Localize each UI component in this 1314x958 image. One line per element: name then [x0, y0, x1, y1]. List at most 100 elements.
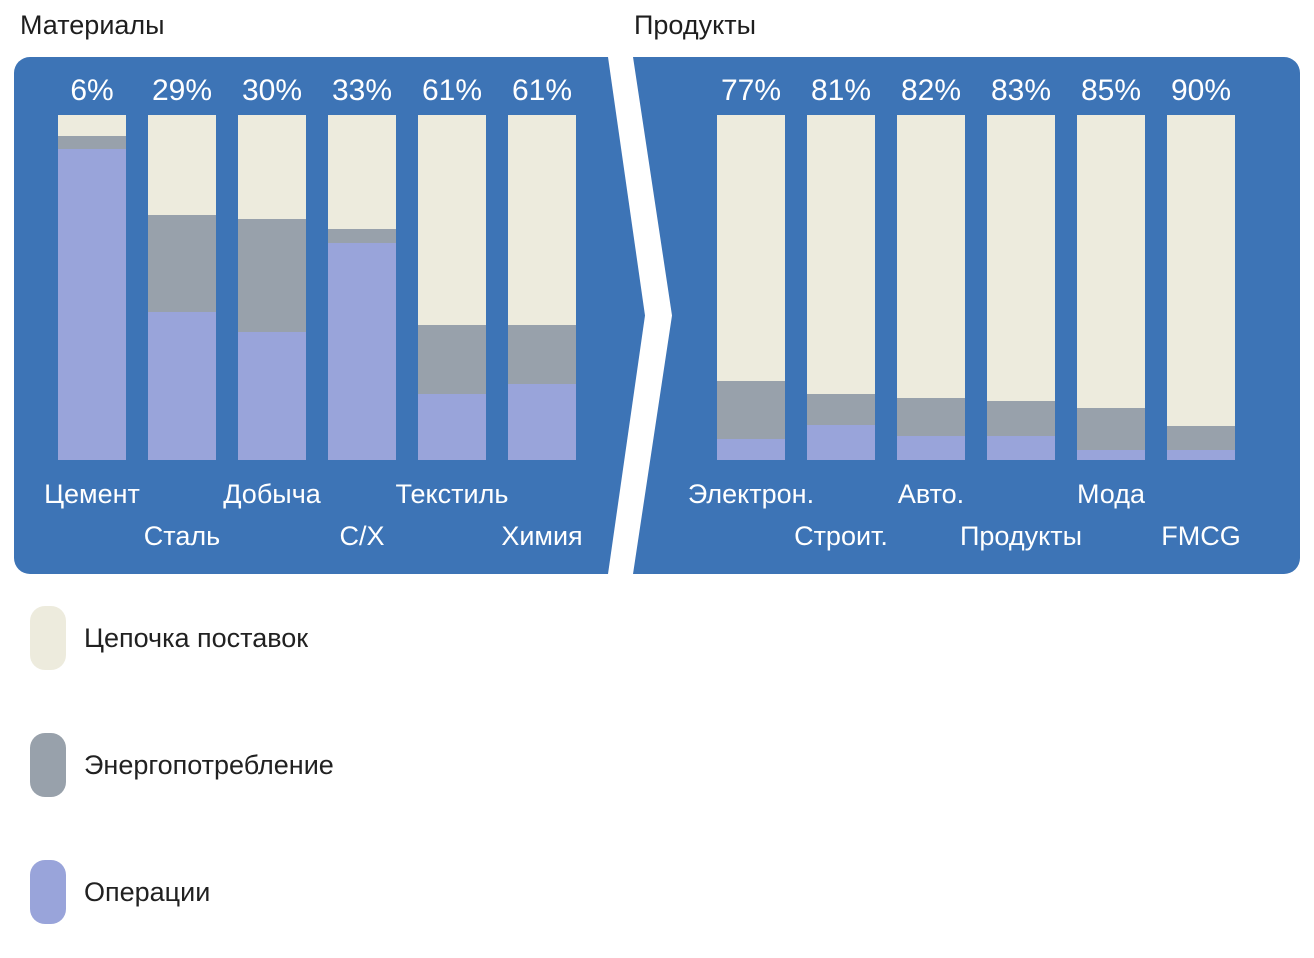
- legend-item: Цепочка поставок: [30, 606, 334, 670]
- bar-segment-supply-chain: [717, 115, 785, 381]
- bar-category-label: Добыча: [223, 479, 321, 509]
- stacked-bar: [987, 115, 1055, 460]
- stacked-bar: [807, 115, 875, 460]
- bar-column: 33%: [328, 70, 396, 460]
- bar-segment-operations: [897, 435, 965, 460]
- legend-item: Энергопотребление: [30, 733, 334, 797]
- bar-segment-operations: [58, 149, 126, 460]
- bar-segment-supply-chain: [328, 115, 396, 229]
- bar-segment-energy: [148, 215, 216, 312]
- stacked-bar: [1167, 115, 1235, 460]
- stacked-bar: [717, 115, 785, 460]
- legend-label: Цепочка поставок: [84, 622, 309, 653]
- bar-segment-energy: [418, 325, 486, 395]
- bar-category-label: Химия: [501, 521, 583, 551]
- bar-segment-energy: [897, 397, 965, 436]
- bar-segment-energy: [328, 228, 396, 243]
- stacked-bar: [897, 115, 965, 460]
- bar-column: 82%: [897, 70, 965, 460]
- bar-percent-label: 77%: [720, 74, 782, 107]
- bar-segment-energy: [58, 135, 126, 150]
- bar-segment-energy: [1167, 425, 1235, 450]
- bar-category-label: FMCG: [1161, 521, 1241, 551]
- bar-column: 85%: [1077, 70, 1145, 460]
- bar-segment-operations: [1167, 449, 1235, 460]
- products-bars-group: 77% 81% 82% 83% 85% 90%: [717, 70, 1235, 460]
- bar-segment-energy: [987, 401, 1055, 436]
- stacked-bar: [508, 115, 576, 460]
- stacked-bar: [328, 115, 396, 460]
- bar-segment-operations: [328, 242, 396, 460]
- bar-percent-label: 90%: [1170, 74, 1232, 107]
- bar-segment-supply-chain: [897, 115, 965, 398]
- bar-segment-operations: [238, 332, 306, 460]
- bar-percent-label: 61%: [511, 74, 573, 107]
- products-panel-title: Продукты: [634, 10, 756, 40]
- bar-column: 6%: [58, 70, 126, 460]
- bar-segment-supply-chain: [1167, 115, 1235, 426]
- bar-category-label: Мода: [1077, 479, 1145, 509]
- bar-segment-energy: [238, 218, 306, 333]
- bar-segment-supply-chain: [508, 115, 576, 326]
- bar-percent-label: 61%: [421, 74, 483, 107]
- bar-segment-supply-chain: [238, 115, 306, 219]
- bar-category-label: Электрон.: [687, 479, 815, 509]
- materials-panel-title: Материалы: [20, 10, 165, 40]
- bar-percent-label: 83%: [990, 74, 1052, 107]
- bar-category-label: Строит.: [794, 521, 888, 551]
- legend-label: Энергопотребление: [84, 749, 334, 780]
- bar-percent-label: 33%: [331, 74, 393, 107]
- legend-label: Операции: [84, 876, 211, 907]
- bar-segment-operations: [987, 435, 1055, 460]
- bar-segment-supply-chain: [987, 115, 1055, 402]
- stacked-bar: [148, 115, 216, 460]
- bar-column: 29%: [148, 70, 216, 460]
- bar-segment-operations: [508, 384, 576, 460]
- bar-percent-label: 29%: [151, 74, 213, 107]
- bar-percent-label: 81%: [810, 74, 872, 107]
- bar-segment-supply-chain: [807, 115, 875, 395]
- materials-bars-group: 6% 29% 30% 33% 61% 61%: [58, 70, 576, 460]
- legend-swatch-supply-chain: [30, 606, 66, 670]
- bar-percent-label: 82%: [900, 74, 962, 107]
- bar-category-label: Текстиль: [395, 479, 509, 509]
- bar-segment-operations: [717, 439, 785, 460]
- products-panel: 77% 81% 82% 83% 85% 90% Электрон. Строит. Авто.…: [633, 57, 1300, 574]
- bar-percent-label: 85%: [1080, 74, 1142, 107]
- bar-category-label: Сталь: [143, 521, 221, 551]
- bar-segment-operations: [807, 425, 875, 460]
- bar-column: 61%: [418, 70, 486, 460]
- bar-column: 83%: [987, 70, 1055, 460]
- materials-panel: 6% 29% 30% 33% 61% 61% Цемент Сталь Добыча С/Х Те…: [14, 57, 645, 574]
- bar-column: 61%: [508, 70, 576, 460]
- legend-swatch-energy: [30, 733, 66, 797]
- bar-column: 90%: [1167, 70, 1235, 460]
- bar-category-label: С/Х: [339, 521, 385, 551]
- bar-column: 30%: [238, 70, 306, 460]
- bar-category-label: Продукты: [960, 521, 1082, 551]
- legend: Цепочка поставок Энергопотребление Операци…: [30, 606, 334, 958]
- bar-segment-operations: [1077, 449, 1145, 460]
- bar-segment-energy: [1077, 408, 1145, 450]
- bar-segment-energy: [807, 394, 875, 426]
- bar-segment-energy: [717, 380, 785, 440]
- stacked-bar: [418, 115, 486, 460]
- stacked-bar: [58, 115, 126, 460]
- bar-percent-label: 6%: [70, 74, 114, 107]
- bar-segment-operations: [418, 394, 486, 460]
- bar-segment-supply-chain: [148, 115, 216, 216]
- bar-category-label: Авто.: [897, 479, 965, 509]
- bar-percent-label: 30%: [241, 74, 303, 107]
- bar-column: 81%: [807, 70, 875, 460]
- legend-item: Операции: [30, 860, 334, 924]
- legend-swatch-operations: [30, 860, 66, 924]
- bar-segment-supply-chain: [1077, 115, 1145, 409]
- stacked-bar: [238, 115, 306, 460]
- stacked-bar: [1077, 115, 1145, 460]
- bar-category-label: Цемент: [44, 479, 140, 509]
- bar-column: 77%: [717, 70, 785, 460]
- bar-segment-supply-chain: [58, 115, 126, 136]
- bar-segment-energy: [508, 325, 576, 385]
- bar-segment-operations: [148, 311, 216, 460]
